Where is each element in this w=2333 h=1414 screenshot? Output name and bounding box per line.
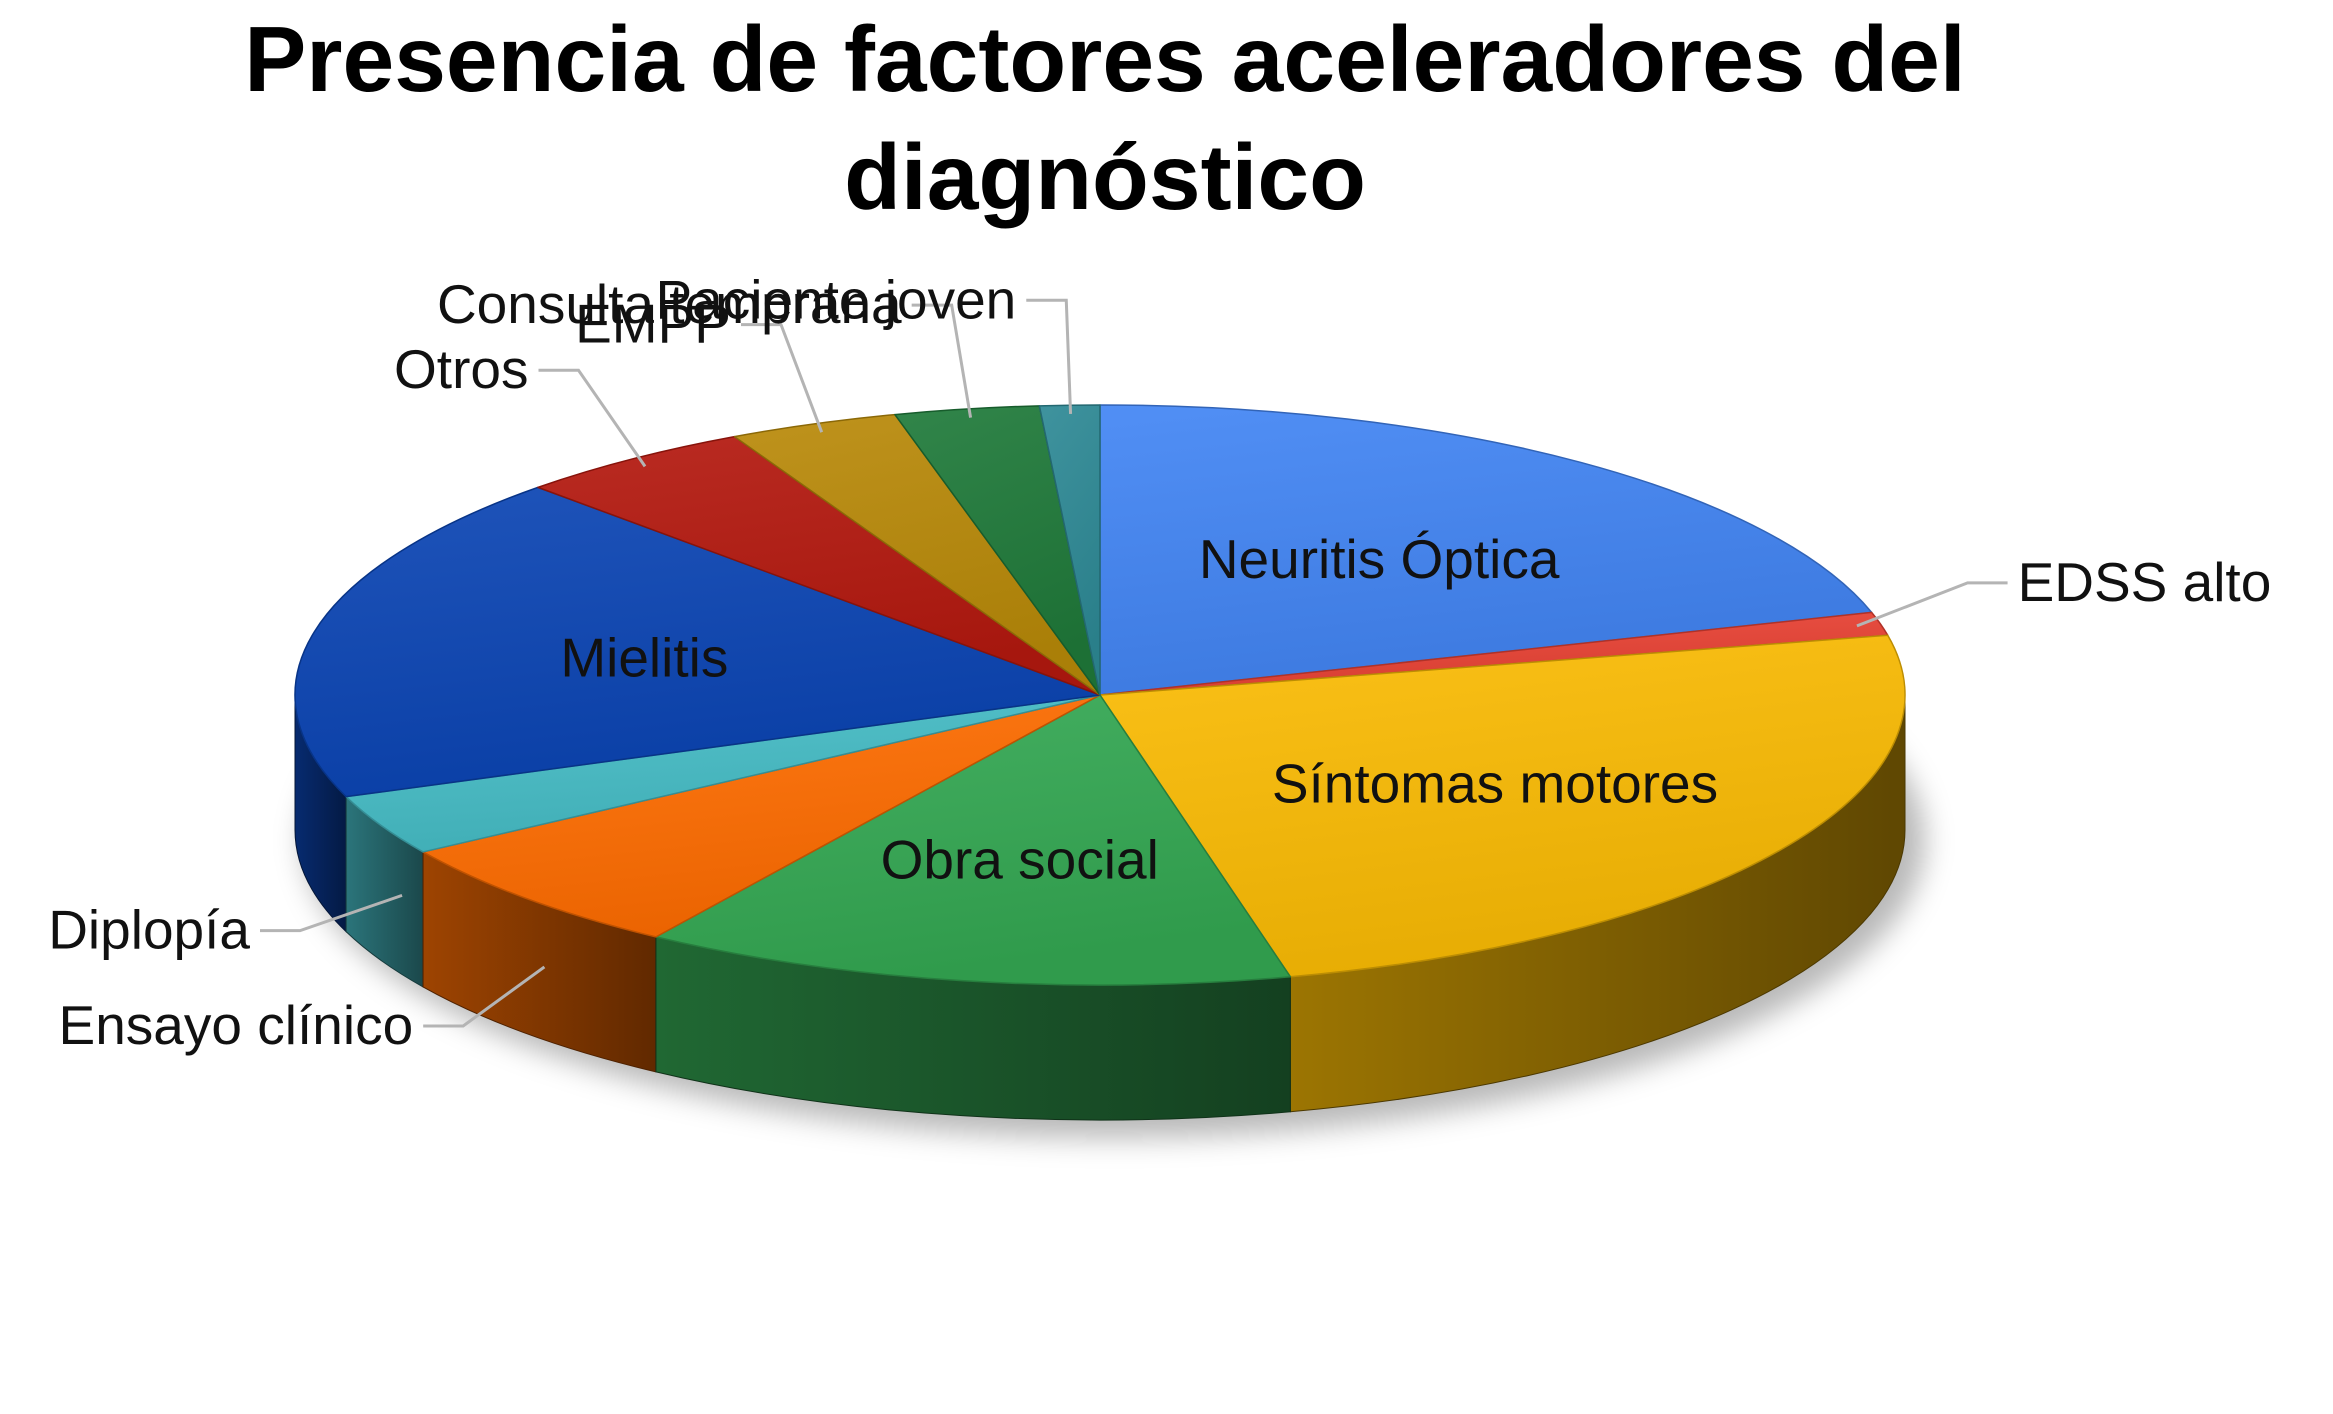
slice-label-edss-alto: EDSS alto <box>2018 551 2272 613</box>
slice-label-empp: EMPP <box>575 293 731 355</box>
pie-tops <box>294 404 1906 986</box>
pie-slice-neuritis-ptica <box>1099 404 1873 696</box>
slice-label-mielitis: Mielitis <box>560 626 728 688</box>
slice-label-obra-social: Obra social <box>881 829 1159 891</box>
slice-label-otros: Otros <box>394 338 528 400</box>
pie-slice-ensayo-cl-nico <box>422 694 1101 938</box>
slice-label-consulta-temprana: Consulta temprana <box>437 273 902 335</box>
pie-slice-obra-social <box>655 694 1292 986</box>
slice-label-neuritis-ptica: Neuritis Óptica <box>1199 528 1560 590</box>
leader-otros <box>538 368 647 468</box>
slice-label-paciente-joven: Paciente joven <box>655 268 1016 330</box>
slice-labels: Neuritis Óptica EDSS alto Síntomas motores… <box>48 268 2271 1056</box>
leader-ensayo-cl-nico <box>423 965 546 1028</box>
slice-label-s-ntomas-motores: Síntomas motores <box>1272 753 1718 815</box>
chart-title-line-2: diagnóstico <box>844 125 1366 229</box>
leader-empp <box>741 323 824 433</box>
leader-paciente-joven <box>1026 298 1073 414</box>
leader-consulta-temprana <box>911 303 973 418</box>
chart-title: Presencia de factores aceleradores del di… <box>0 0 2210 236</box>
slice-label-ensayo-cl-nico: Ensayo clínico <box>59 994 414 1056</box>
pie-slice-s-ntomas-motores <box>1099 634 1906 978</box>
pie-slice-mielitis <box>294 486 1101 798</box>
leader-lines <box>260 298 2008 1028</box>
leader-diplop-a <box>260 893 403 933</box>
pie-slice-otros <box>537 435 1101 696</box>
leader-edss-alto <box>1856 581 2008 628</box>
slice-label-diplop-a: Diplopía <box>48 899 250 961</box>
chart-title-line-1: Presencia de factores aceleradores del <box>244 7 1966 111</box>
pie-sides <box>294 694 1906 1121</box>
